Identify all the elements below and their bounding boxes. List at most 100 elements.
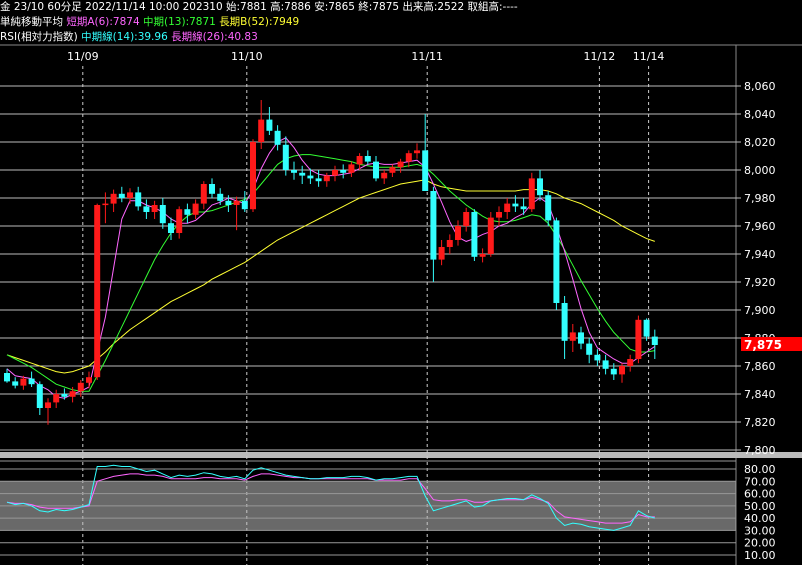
candle-body [176,209,183,233]
candle [348,161,355,177]
candle [455,220,461,246]
candle [340,164,347,179]
candle-body [446,240,453,247]
candle [479,248,486,263]
candle [627,354,634,372]
candle [241,191,248,212]
candle-body [610,368,617,375]
candle-body [348,164,355,173]
candle [61,388,68,400]
candle [520,198,527,215]
candle-body [118,193,125,198]
candle [233,196,240,231]
candle [504,198,511,219]
rsi-tick-label: 40.00 [744,512,776,525]
candle-body [438,247,445,260]
candle-body [45,402,51,408]
candle-body [463,212,470,226]
candle-body [619,366,625,375]
candle-body [455,226,461,240]
price-tick-label: 7,860 [744,360,776,373]
candle [471,209,478,261]
candle [143,199,150,219]
candle-body [299,172,306,176]
rsi-mid-label: 中期線(14):39.96 [81,31,168,43]
header-line-3: RSI(相対力指数) 中期線(14):39.96 長期線(26):40.83 [0,31,258,44]
date-label: 11/12 [584,50,616,63]
candle-body [192,203,199,215]
candle [594,349,601,366]
date-label: 11/09 [67,50,99,63]
candle [176,206,183,239]
candle-body [241,200,248,210]
rsi-tick-label: 80.00 [744,463,776,476]
candle [184,203,191,224]
candle-body [209,184,215,194]
candle-body [274,130,281,145]
candle [397,158,404,173]
candle [28,371,35,387]
candle-body [217,193,224,201]
candle [69,387,76,403]
candle-body [520,206,527,210]
candle [635,315,642,364]
candle-body [545,195,552,221]
candle-body [315,178,322,182]
candle [446,234,453,254]
candle-body [159,205,166,224]
sma-title: 単純移動平均 [0,16,63,28]
price-tick-label: 8,000 [744,164,776,177]
ma-long-line [6,179,655,374]
candle [250,139,256,212]
rsi-tick-label: 20.00 [744,537,776,550]
candle-body [102,203,109,206]
candle [266,107,273,135]
price-tick-label: 7,900 [744,304,776,317]
candle-body [553,220,560,303]
header-line-2: 単純移動平均 短期A(6):7874 中期(13):7871 長期B(52):7… [0,16,299,29]
candle-body [258,119,265,142]
price-tick-label: 8,020 [744,136,776,149]
rsi-long-label: 長期線(26):40.83 [171,31,258,43]
candle [307,168,314,184]
candle [159,198,166,229]
price-tick-label: 8,040 [744,108,776,121]
sma-long-label: 長期B(52):7949 [219,16,300,28]
candle [110,189,117,212]
candle-body [373,161,379,179]
candle [20,375,27,390]
candle [651,329,658,359]
candle [545,191,552,226]
price-tick-label: 7,920 [744,276,776,289]
current-price-badge: 7,875 [741,337,802,352]
candle [414,143,420,159]
candle-body [430,191,437,260]
candle [118,186,125,203]
rsi-title: RSI(相対力指数) [0,31,78,43]
candle [512,195,519,212]
sma-short-label: 短期A(6):7874 [66,16,140,28]
candle [381,170,388,184]
candle-body [397,161,404,168]
candle [77,380,84,397]
date-label: 11/14 [633,50,665,63]
candle [586,338,593,364]
candle [102,192,109,224]
candle-body [643,319,650,337]
candle [373,156,379,182]
candle-body [340,170,347,173]
candle-body [651,336,658,345]
candle [422,114,429,191]
candle-body [479,254,486,257]
candle [200,181,207,210]
instrument-info: 金 23/10 60分足 2022/11/14 10:00 202310 始:7… [0,1,518,13]
rsi-long-line [6,473,655,524]
candle-body [69,391,76,397]
ma-mid-line [6,154,655,392]
candle [36,381,43,415]
price-tick-label: 7,960 [744,220,776,233]
sma-mid-label: 中期(13):7871 [143,16,216,28]
candle [291,161,297,180]
candle-body [405,153,412,162]
